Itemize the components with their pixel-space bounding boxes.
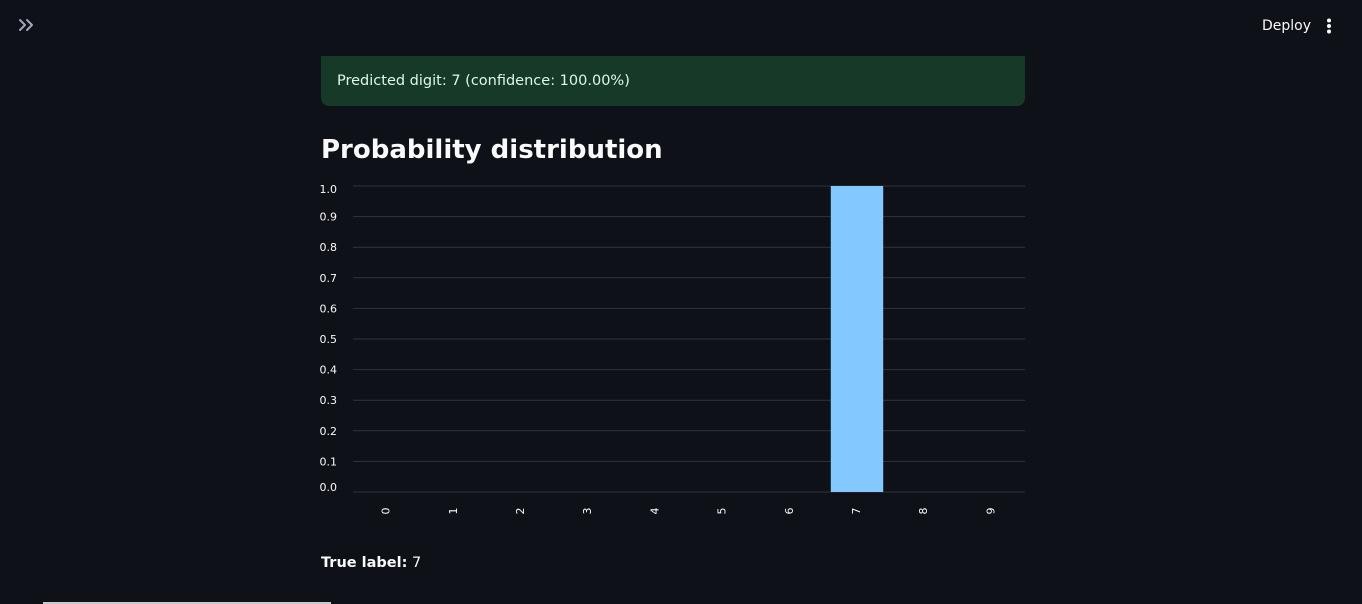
x-tick-label: 0 xyxy=(380,508,393,515)
x-tick-label: 9 xyxy=(984,508,997,515)
success-alert: Predicted digit: 7 (confidence: 100.00%) xyxy=(321,56,1025,106)
y-tick-label: 0.5 xyxy=(320,333,338,346)
double-chevron-right-icon xyxy=(19,19,33,31)
probability-bar-chart: 0.0 0.1 0.2 0.3 0.4 0.5 0.6 0.7 0.8 0.9 1.0 0 1 2 3 4 5 6… xyxy=(320,183,1025,515)
sidebar-toggle-button[interactable] xyxy=(16,14,38,36)
x-tick-label: 2 xyxy=(514,508,527,515)
true-label-line: True label: 7 xyxy=(321,552,421,574)
vertical-ellipsis-icon xyxy=(1327,18,1331,34)
y-tick-label: 0.6 xyxy=(320,302,338,315)
y-tick-label: 0.3 xyxy=(320,394,338,407)
y-tick-label: 0.8 xyxy=(320,241,338,254)
y-tick-label: 0.0 xyxy=(320,481,338,494)
x-tick-label: 4 xyxy=(648,508,661,515)
y-tick-label: 0.4 xyxy=(320,364,338,377)
main-menu-button[interactable] xyxy=(1318,14,1340,38)
x-tick-label: 5 xyxy=(716,508,729,515)
y-tick-label: 0.2 xyxy=(320,425,338,438)
x-tick-label: 6 xyxy=(783,508,796,515)
true-label-caption: True label: xyxy=(321,555,408,571)
true-label-value: 7 xyxy=(412,555,422,571)
y-tick-label: 0.1 xyxy=(320,455,338,468)
x-tick-label: 3 xyxy=(581,508,594,515)
prediction-text: Predicted digit: 7 (confidence: 100.00%) xyxy=(337,73,630,89)
x-tick-label: 1 xyxy=(447,508,460,515)
deploy-button[interactable]: Deploy xyxy=(1262,18,1312,34)
x-tick-label: 7 xyxy=(850,508,863,515)
bottom-scrollbar[interactable] xyxy=(43,602,331,604)
x-tick-label: 8 xyxy=(917,508,930,515)
section-title: Probability distribution xyxy=(321,135,663,165)
y-tick-label: 1.0 xyxy=(320,183,338,196)
y-tick-label: 0.9 xyxy=(320,211,338,224)
y-tick-label: 0.7 xyxy=(320,272,338,285)
bar xyxy=(830,186,884,492)
